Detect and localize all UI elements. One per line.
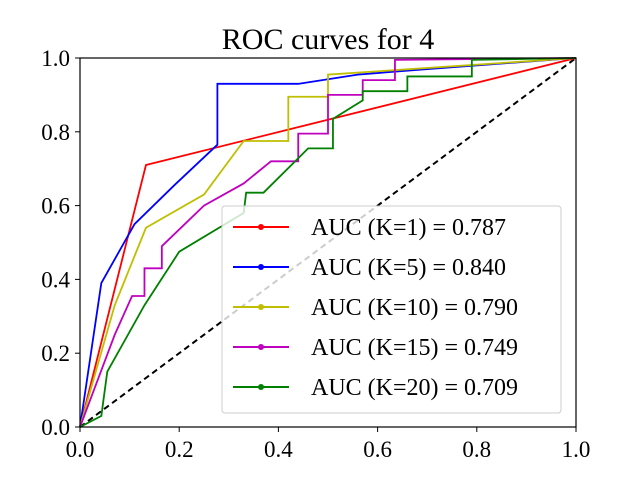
y-tick-label: 0.2 [41,341,70,366]
legend-label-series-4: AUC (K=15) = 0.749 [311,335,518,361]
legend-label-series-3: AUC (K=10) = 0.790 [311,295,518,321]
legend-label-series-5: AUC (K=20) = 0.709 [311,375,518,401]
y-tick-label: 0.0 [41,415,70,440]
roc-line-series-3 [79,57,577,428]
y-tick-label: 0.6 [41,194,70,219]
x-tick-label: 1.0 [562,437,591,462]
y-tick-label: 0.4 [41,267,70,292]
legend-label-series-1: AUC (K=1) = 0.787 [311,215,506,241]
y-tick-label: 0.8 [41,120,70,145]
legend-marker-series-2 [258,264,264,270]
legend-box [221,205,562,414]
x-tick-label: 0.2 [165,437,194,462]
roc-line-series-5 [79,57,577,428]
x-tick-label: 0.4 [264,437,293,462]
y-tick-label: 1.0 [41,46,70,71]
roc-line-series-2 [79,57,577,428]
roc-line-series-4 [79,57,577,428]
diagonal-reference-line [79,57,577,428]
legend-marker-series-4 [258,344,264,350]
legend-marker-series-5 [258,384,264,390]
x-tick-label: 0.8 [462,437,491,462]
legend-marker-series-1 [258,224,264,230]
plot-area [79,57,577,428]
roc-line-series-1 [79,57,577,428]
legend: AUC (K=1) = 0.787 AUC (K=5) = 0.840 AUC (K… [221,205,562,414]
legend-marker-series-3 [258,304,264,310]
x-tick-label: 0.6 [363,437,392,462]
chart-title: ROC curves for 4 [222,23,434,56]
axes-frame [79,57,577,428]
axis-ticks: 0.0 0.2 0.4 0.6 0.8 1.0 0.0 0.2 0.4 0.6 0.8 1.0 [41,46,590,462]
x-tick-label: 0.0 [66,437,95,462]
legend-label-series-2: AUC (K=5) = 0.840 [311,255,506,281]
